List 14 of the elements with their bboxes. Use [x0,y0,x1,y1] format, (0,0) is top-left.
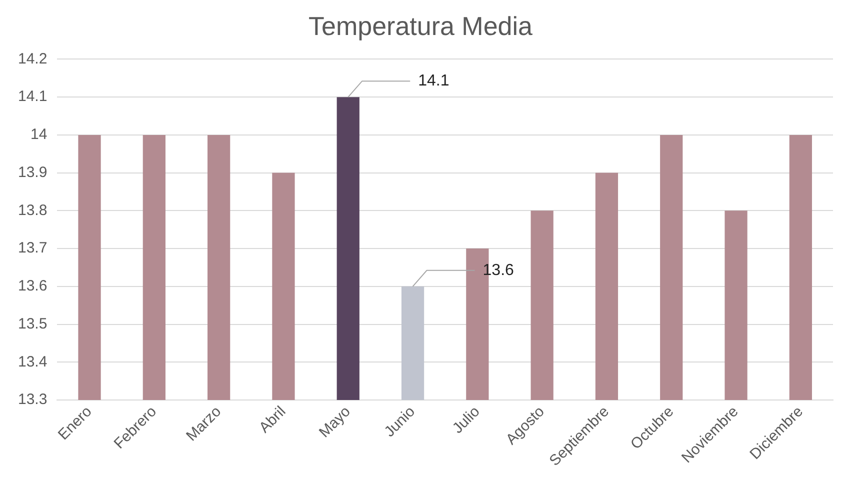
y-tick-label: 13.3 [18,391,48,408]
y-tick-label: 13.9 [18,164,48,181]
y-tick-label: 13.4 [18,353,48,370]
y-tick-label: 13.8 [18,202,48,219]
chart-title: Temperatura Media [308,10,534,41]
data-label: 13.6 [482,262,514,279]
x-tick-label: Julio [449,403,484,437]
y-tick-label: 13.5 [18,315,48,332]
y-tick-label: 14 [30,126,48,144]
y-tick-label: 13.7 [18,240,48,257]
y-tick-label: 14.1 [18,88,48,106]
y-tick-label: 13.6 [18,278,48,295]
data-label: 14.1 [418,72,450,90]
y-tick-label: 14.2 [18,50,48,68]
